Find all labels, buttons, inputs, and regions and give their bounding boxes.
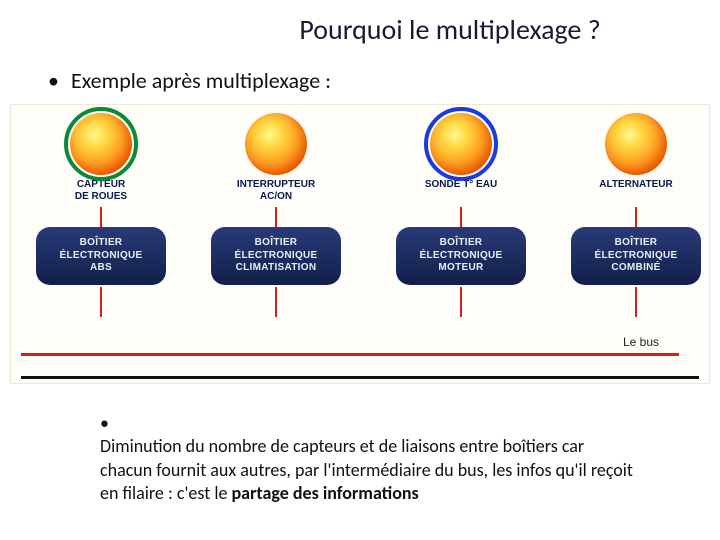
node-column: CAPTEUR DE ROUES BOÎTIER ÉLECTRONIQUE ABS <box>21 105 181 317</box>
highlight-ring-icon <box>424 107 498 181</box>
orb-icon <box>605 113 667 175</box>
bus-label: Le bus <box>623 335 659 349</box>
note-row: • Diminution du nombre de capteurs et de… <box>0 384 720 506</box>
page-title: Pourquoi le multiplexage ? <box>0 0 720 47</box>
wire-icon <box>275 207 277 227</box>
ecu-box: BOÎTIER ÉLECTRONIQUE MOTEUR <box>396 227 526 285</box>
ecu-box: BOÎTIER ÉLECTRONIQUE COMBINÉ <box>571 227 701 285</box>
node-column: SONDE T° EAU BOÎTIER ÉLECTRONIQUE MOTEUR <box>381 105 541 317</box>
bullet-icon: • <box>100 412 118 435</box>
wire-icon <box>275 287 277 317</box>
highlight-ring-icon <box>64 107 138 181</box>
node-column: INTERRUPTEUR AC/ON BOÎTIER ÉLECTRONIQUE C… <box>196 105 356 317</box>
subtitle-row: • Exemple après multiplexage : <box>0 47 720 104</box>
wire-icon <box>460 207 462 227</box>
note-bold: partage des informations <box>231 482 418 504</box>
sensor-orb <box>245 113 307 175</box>
sensor-label: INTERRUPTEUR AC/ON <box>196 179 356 205</box>
wire-icon <box>100 207 102 227</box>
wire-icon <box>460 287 462 317</box>
note-text: Diminution du nombre de capteurs et de l… <box>100 435 640 505</box>
orb-icon <box>245 113 307 175</box>
node-column: ALTERNATEUR BOÎTIER ÉLECTRONIQUE COMBINÉ <box>556 105 716 317</box>
sensor-orb <box>70 113 132 175</box>
subtitle-text: Exemple après multiplexage : <box>71 67 331 94</box>
ecu-box: BOÎTIER ÉLECTRONIQUE CLIMATISATION <box>211 227 341 285</box>
wire-icon <box>100 287 102 317</box>
bullet-icon: • <box>48 67 66 94</box>
baseline-bar <box>21 376 699 379</box>
sensor-label: CAPTEUR DE ROUES <box>21 179 181 205</box>
sensor-orb <box>605 113 667 175</box>
sensor-label: ALTERNATEUR <box>556 179 716 205</box>
bus-line <box>21 353 679 356</box>
wire-icon <box>635 287 637 317</box>
ecu-box: BOÎTIER ÉLECTRONIQUE ABS <box>36 227 166 285</box>
multiplex-diagram: CAPTEUR DE ROUES BOÎTIER ÉLECTRONIQUE ABS… <box>10 104 710 384</box>
sensor-orb <box>430 113 492 175</box>
sensor-label: SONDE T° EAU <box>381 179 541 205</box>
wire-icon <box>635 207 637 227</box>
